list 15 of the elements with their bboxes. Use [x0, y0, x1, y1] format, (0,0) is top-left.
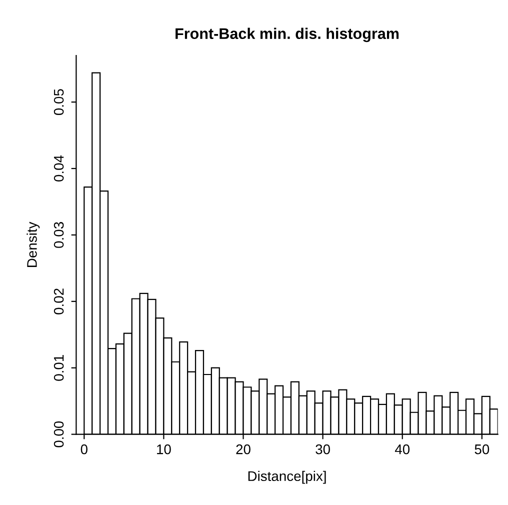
- x-tick-label: 40: [394, 444, 410, 454]
- x-tick-label: 50: [474, 444, 490, 454]
- chart-title: Front-Back min. dis. histogram: [176, 28, 399, 42]
- x-tick-label: 0: [80, 444, 88, 454]
- x-tick-label: 10: [157, 444, 171, 454]
- x-axis-title: Distance[pix]: [248, 470, 326, 484]
- x-tick-label: 30: [316, 444, 330, 454]
- y-tick-label: 0.05: [54, 89, 64, 116]
- y-tick-label: 0.02: [54, 288, 64, 314]
- x-tick-label: 20: [236, 444, 250, 454]
- y-tick-label: 0.00: [54, 421, 64, 448]
- y-tick-label: 0.04: [54, 155, 64, 182]
- y-axis-title: Density: [26, 222, 40, 267]
- y-tick-label: 0.01: [54, 355, 64, 381]
- y-tick-label: 0.03: [54, 222, 64, 248]
